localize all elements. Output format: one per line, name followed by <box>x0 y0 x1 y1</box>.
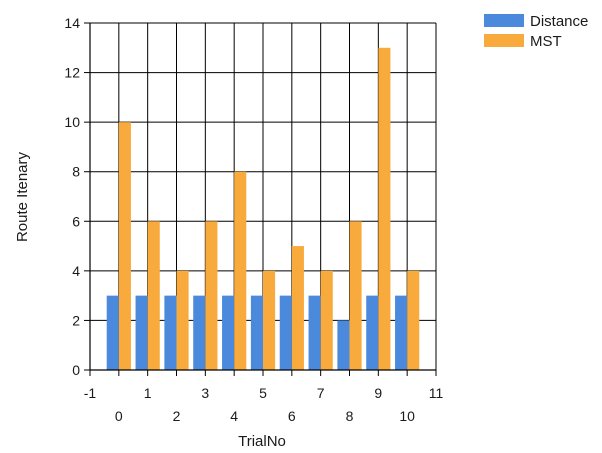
x-tick-label: 2 <box>173 408 181 424</box>
mst-bar <box>407 270 420 370</box>
mst-bar <box>118 122 131 371</box>
y-tick-labels: 0 2 4 6 8 10 12 14 <box>64 15 80 378</box>
legend-label: Distance <box>530 13 588 30</box>
distance-bar <box>279 295 292 370</box>
x-tick-label: 5 <box>259 385 267 401</box>
x-tick-label: 6 <box>288 408 296 424</box>
x-tick-label: -1 <box>84 385 97 401</box>
x-tick-label: 7 <box>317 385 325 401</box>
axes <box>84 22 437 376</box>
distance-bar <box>308 295 321 370</box>
distance-bar <box>250 295 263 370</box>
mst-bar <box>234 171 247 370</box>
x-tick-label: 8 <box>346 408 354 424</box>
x-tick-label: 1 <box>144 385 152 401</box>
x-tick-label: 11 <box>429 385 444 401</box>
y-axis-title: Route Itenary <box>14 151 31 242</box>
mst-bar <box>263 270 276 370</box>
mst-bar <box>378 47 391 371</box>
y-tick-label: 4 <box>72 263 80 279</box>
x-tick-label: 0 <box>115 408 123 424</box>
distance-bar <box>337 320 350 370</box>
y-tick-label: 2 <box>72 312 80 328</box>
distance-bar <box>106 295 119 370</box>
x-axis-title: TrialNo <box>238 433 286 450</box>
bars <box>106 47 420 371</box>
y-tick-label: 14 <box>64 15 80 31</box>
distance-bar <box>135 295 148 370</box>
distance-bar <box>366 295 379 370</box>
distance-bar <box>222 295 235 370</box>
distance-bar <box>395 295 408 370</box>
legend: Distance MST <box>484 13 588 50</box>
y-tick-label: 12 <box>64 65 80 81</box>
mst-bar <box>349 221 362 370</box>
y-tick-label: 8 <box>72 164 80 180</box>
x-tick-label: 4 <box>230 408 238 424</box>
distance-bar <box>193 295 206 370</box>
distance-bar <box>164 295 177 370</box>
x-tick-label: 10 <box>399 408 415 424</box>
y-tick-label: 0 <box>72 362 80 378</box>
x-tick-label: 3 <box>201 385 209 401</box>
mst-bar <box>320 270 333 370</box>
x-tick-label: 9 <box>374 385 382 401</box>
y-tick-label: 6 <box>72 213 80 229</box>
y-tick-label: 10 <box>64 114 80 130</box>
x-tick-labels: -1 0 1 2 3 4 5 6 7 8 9 10 11 <box>84 385 444 424</box>
mst-bar <box>176 270 189 370</box>
mst-bar <box>291 246 304 370</box>
legend-swatch <box>484 34 524 47</box>
legend-label: MST <box>530 33 562 50</box>
mst-bar <box>147 221 160 370</box>
legend-swatch <box>484 14 524 27</box>
mst-bar <box>205 221 218 370</box>
